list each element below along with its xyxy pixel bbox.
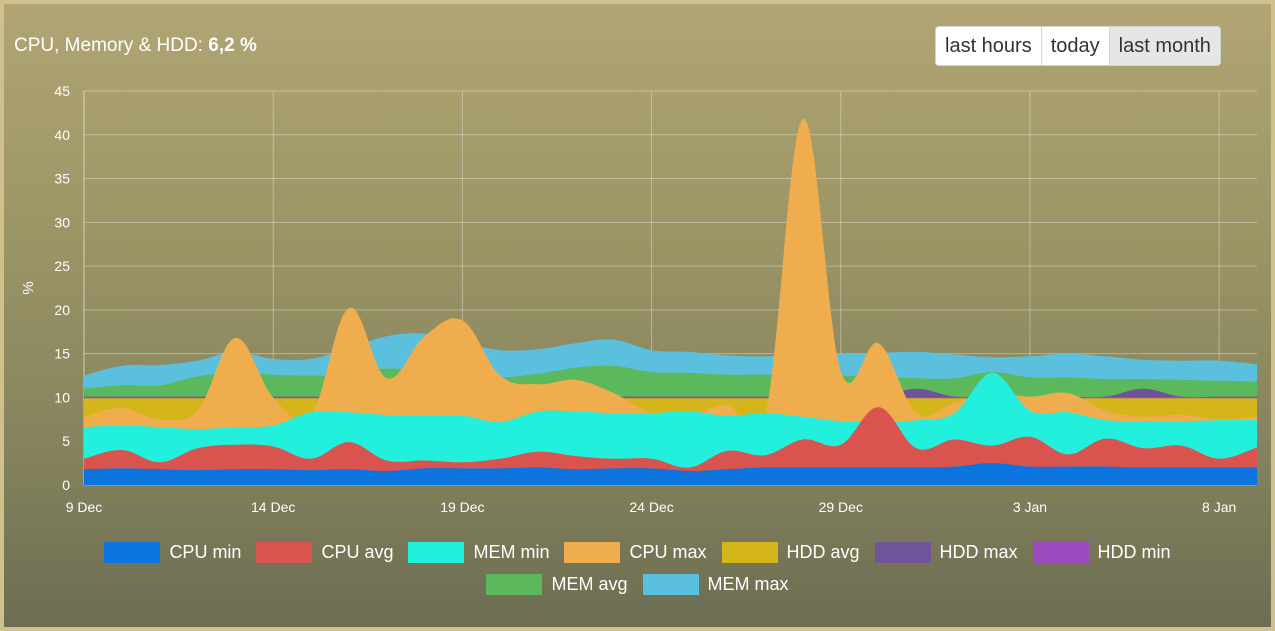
legend-swatch [408,542,464,563]
legend-label: MEM min [473,542,549,563]
y-axis-label: % [20,281,37,294]
y-tick-label: 5 [62,433,70,449]
legend-label: CPU avg [321,542,393,563]
y-tick-label: 40 [54,127,70,143]
x-tick-label: 14 Dec [251,499,295,515]
x-tick-label: 29 Dec [819,499,863,515]
y-tick-label: 45 [54,83,70,99]
legend-swatch [722,542,778,563]
legend-swatch [875,542,931,563]
y-tick-label: 10 [54,389,70,405]
y-axis-ticks: 0 5 10 15 20 25 30 35 40 45 [54,83,70,493]
legend-row-1: CPU min CPU avg MEM min CPU max HDD avg HDD m… [0,536,1275,568]
y-tick-label: 20 [54,302,70,318]
legend-swatch [486,574,542,595]
legend-swatch [643,574,699,595]
legend-item-cpu-max[interactable]: CPU max [564,542,706,563]
x-tick-label: 9 Dec [66,499,103,515]
x-axis-ticks: 9 Dec 14 Dec 19 Dec 24 Dec 29 Dec 3 Jan 8 Jan [66,499,1237,515]
legend-item-hdd-max[interactable]: HDD max [875,542,1018,563]
chart-legend: CPU min CPU avg MEM min CPU max HDD avg HDD m… [0,536,1275,600]
legend-item-cpu-avg[interactable]: CPU avg [256,542,393,563]
legend-swatch [564,542,620,563]
y-tick-label: 25 [54,258,70,274]
area-chart: 0 5 10 15 20 25 30 35 40 45 9 Dec 14 Dec 19 Dec 24 D… [0,0,1275,536]
legend-swatch [256,542,312,563]
legend-swatch [104,542,160,563]
y-tick-label: 35 [54,171,70,187]
legend-label: MEM avg [551,574,627,595]
x-tick-label: 3 Jan [1013,499,1047,515]
legend-item-mem-avg[interactable]: MEM avg [486,574,627,595]
y-tick-label: 15 [54,346,70,362]
legend-label: MEM max [708,574,789,595]
legend-swatch [1033,542,1089,563]
legend-row-2: MEM avg MEM max [0,568,1275,600]
legend-item-hdd-min[interactable]: HDD min [1033,542,1171,563]
legend-label: HDD max [940,542,1018,563]
x-tick-label: 8 Jan [1202,499,1236,515]
legend-item-hdd-avg[interactable]: HDD avg [722,542,860,563]
legend-item-mem-min[interactable]: MEM min [408,542,549,563]
legend-label: CPU max [629,542,706,563]
legend-label: HDD avg [787,542,860,563]
legend-label: HDD min [1098,542,1171,563]
x-tick-label: 24 Dec [629,499,673,515]
y-tick-label: 30 [54,214,70,230]
x-tick-label: 19 Dec [440,499,484,515]
chart-areas [84,119,1257,485]
legend-label: CPU min [169,542,241,563]
legend-item-mem-max[interactable]: MEM max [643,574,789,595]
y-tick-label: 0 [62,477,70,493]
legend-item-cpu-min[interactable]: CPU min [104,542,241,563]
